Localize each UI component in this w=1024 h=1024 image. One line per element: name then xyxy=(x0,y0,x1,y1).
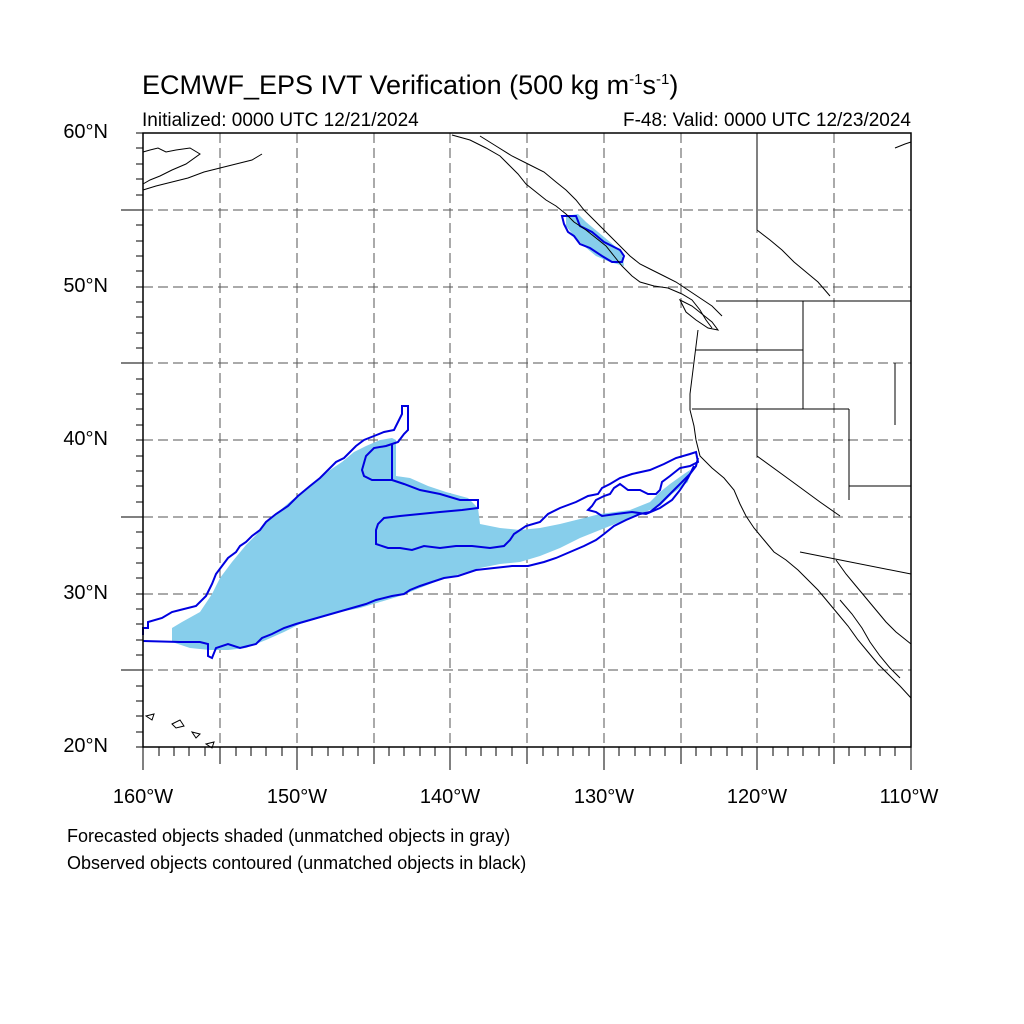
observed-note: Observed objects contoured (unmatched ob… xyxy=(67,853,527,873)
island-vancouver xyxy=(678,298,720,331)
lat-label-60: 60°N xyxy=(63,121,108,143)
lat-label-30: 30°N xyxy=(63,582,108,604)
coast-alaska-panhandle xyxy=(451,134,713,329)
lon-label-140w: 140°W xyxy=(419,786,481,808)
lat-label-40: 40°N xyxy=(63,428,108,450)
init-time-label: Initialized: 0000 UTC 12/21/2024 xyxy=(142,110,419,131)
lon-label-130w: 130°W xyxy=(573,786,635,808)
coastlines xyxy=(142,134,912,749)
observed-contour-band xyxy=(375,450,700,552)
east-edge-coast xyxy=(894,141,912,149)
lon-label-110w: 110°W xyxy=(879,786,939,808)
lon-label-120w: 120°W xyxy=(726,786,788,808)
observed-contour-bc xyxy=(560,215,626,263)
observed-contour-south xyxy=(142,457,699,660)
coast-bc-inner xyxy=(479,135,723,317)
lat-label-50: 50°N xyxy=(63,275,108,297)
forecast-objects xyxy=(172,214,690,650)
chart-title: ECMWF_EPS IVT Verification (500 kg m-1s-… xyxy=(142,70,679,100)
coast-us-west xyxy=(689,329,912,699)
hawaii xyxy=(144,713,215,749)
lon-label-150w: 150°W xyxy=(266,786,328,808)
observed-contour-pacific xyxy=(142,405,409,635)
lat-label-20: 20°N xyxy=(63,735,108,757)
coast-alaska-south xyxy=(142,153,263,191)
political-borders xyxy=(692,133,912,575)
forecast-object-pacific xyxy=(172,438,690,650)
border-ca-nv xyxy=(756,409,841,517)
graticule xyxy=(143,133,911,747)
lon-label-160w: 160°W xyxy=(112,786,174,808)
axis-ticks xyxy=(121,132,912,770)
forecast-note: Forecasted objects shaded (unmatched obj… xyxy=(67,826,511,846)
border-bc-inland xyxy=(756,229,831,297)
observed-objects xyxy=(142,215,700,660)
valid-time-label: F-48: Valid: 0000 UTC 12/23/2024 xyxy=(623,110,911,131)
coast-baja-inner xyxy=(839,599,901,679)
border-us-mexico xyxy=(799,551,912,575)
coast-baja-gulf xyxy=(835,559,912,645)
coast-alaska xyxy=(142,147,201,185)
